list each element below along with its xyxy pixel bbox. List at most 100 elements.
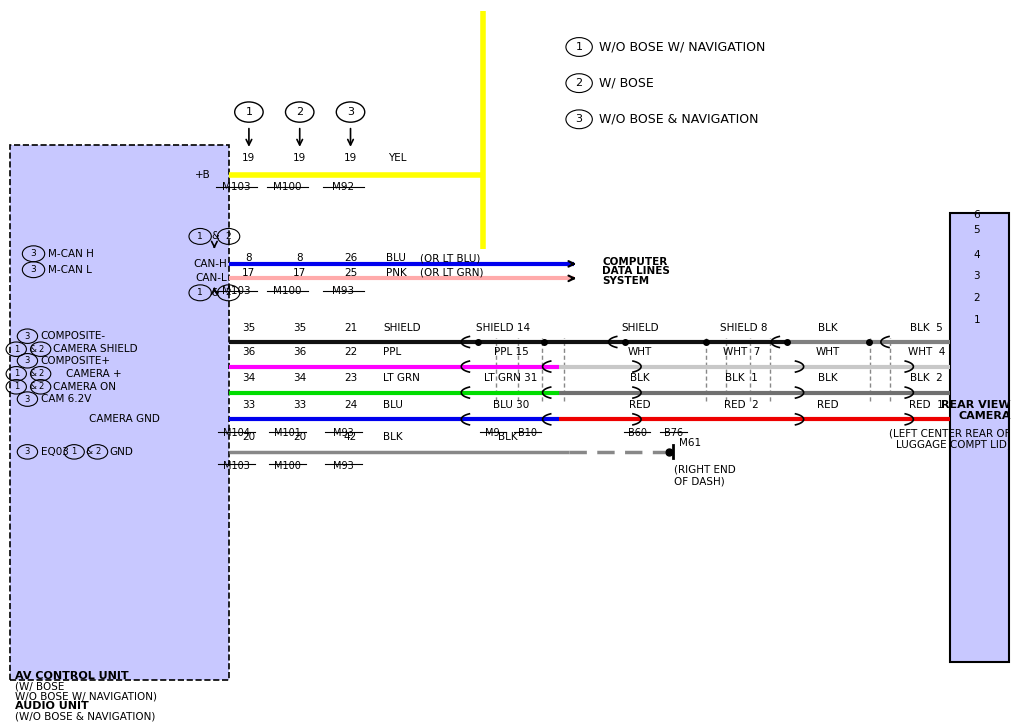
Text: 3: 3 [347, 107, 354, 117]
Text: M61: M61 [679, 438, 701, 448]
Text: CAMERA ON: CAMERA ON [53, 382, 116, 392]
Text: WHT  7: WHT 7 [723, 347, 760, 357]
Text: 6: 6 [973, 210, 980, 221]
Text: WHT  4: WHT 4 [908, 347, 945, 357]
Text: RED  1: RED 1 [909, 400, 944, 410]
Text: LT GRN: LT GRN [383, 373, 420, 383]
Text: COMPOSITE+: COMPOSITE+ [41, 356, 111, 366]
Text: 17: 17 [242, 268, 256, 278]
FancyBboxPatch shape [10, 145, 229, 680]
Text: &: & [27, 369, 38, 378]
Text: 33: 33 [242, 400, 256, 410]
Text: GND: GND [110, 447, 133, 457]
Text: PNK: PNK [386, 268, 406, 278]
Text: 25: 25 [343, 268, 358, 278]
Text: M-CAN L: M-CAN L [48, 265, 91, 275]
Text: 20: 20 [294, 432, 306, 442]
Text: 20: 20 [243, 432, 255, 442]
FancyBboxPatch shape [950, 213, 1009, 662]
Text: BLK  5: BLK 5 [910, 322, 943, 333]
Text: 3: 3 [24, 395, 30, 403]
Text: 1: 1 [13, 345, 19, 354]
Text: (RIGHT END: (RIGHT END [674, 465, 736, 475]
Text: 3: 3 [24, 448, 30, 456]
Text: 3: 3 [24, 332, 30, 341]
Text: BLK: BLK [498, 432, 518, 442]
Text: CAMERA: CAMERA [958, 411, 1011, 421]
Text: (W/ BOSE: (W/ BOSE [15, 681, 65, 691]
Text: BLK  1: BLK 1 [725, 373, 758, 383]
Text: M104: M104 [224, 428, 250, 438]
Text: REAR VIEW: REAR VIEW [941, 400, 1011, 410]
Text: SHIELD 8: SHIELD 8 [720, 322, 767, 333]
Text: 1: 1 [576, 42, 582, 52]
Text: M100: M100 [273, 286, 302, 296]
Text: CAM 6.2V: CAM 6.2V [41, 394, 91, 404]
Text: 1: 1 [973, 315, 980, 325]
Text: COMPUTER: COMPUTER [602, 257, 668, 267]
Text: CAMERA +: CAMERA + [53, 369, 122, 379]
Text: M92: M92 [332, 182, 355, 192]
Text: AUDIO UNIT: AUDIO UNIT [15, 701, 89, 711]
Text: LT GRN 31: LT GRN 31 [485, 373, 537, 383]
Text: B10: B10 [518, 428, 536, 438]
Text: &: & [85, 448, 92, 456]
Text: (OR LT BLU): (OR LT BLU) [420, 253, 480, 263]
Text: M100: M100 [273, 182, 302, 192]
Text: 2: 2 [94, 448, 101, 456]
Text: M93: M93 [333, 428, 354, 438]
Text: BLK: BLK [630, 373, 650, 383]
Text: 2: 2 [575, 78, 583, 88]
Text: 1: 1 [13, 382, 19, 391]
Text: 2: 2 [38, 369, 44, 378]
Text: 19: 19 [293, 153, 307, 163]
Text: (OR LT GRN): (OR LT GRN) [420, 268, 484, 278]
Text: 2: 2 [226, 232, 232, 241]
Text: CAN-L: CAN-L [196, 273, 228, 283]
Text: M-CAN H: M-CAN H [48, 249, 93, 259]
Text: M101: M101 [274, 428, 301, 438]
Text: 1: 1 [71, 448, 77, 456]
Text: 17: 17 [293, 268, 307, 278]
Text: W/O BOSE W/ NAVIGATION): W/O BOSE W/ NAVIGATION) [15, 691, 157, 701]
Text: 4: 4 [973, 250, 980, 260]
Text: YEL: YEL [388, 153, 406, 163]
Text: 19: 19 [343, 153, 358, 163]
Text: 3: 3 [576, 114, 582, 124]
Text: 36: 36 [293, 347, 307, 357]
Text: 24: 24 [343, 400, 358, 410]
Text: 42: 42 [343, 432, 358, 442]
Text: 1: 1 [13, 369, 19, 378]
Text: CAMERA SHIELD: CAMERA SHIELD [53, 344, 137, 354]
Text: OF DASH): OF DASH) [674, 476, 724, 487]
Text: M103: M103 [223, 286, 251, 296]
Text: M100: M100 [274, 461, 301, 471]
Text: +B: +B [194, 170, 210, 180]
Text: 2: 2 [296, 107, 304, 117]
Text: 19: 19 [242, 153, 256, 163]
Text: SYSTEM: SYSTEM [602, 275, 649, 286]
Text: 3: 3 [30, 265, 37, 274]
Text: B60: B60 [628, 428, 646, 438]
Text: &: & [27, 382, 38, 391]
Text: W/O BOSE W/ NAVIGATION: W/O BOSE W/ NAVIGATION [599, 40, 766, 54]
Text: BLK: BLK [818, 373, 838, 383]
Text: 2: 2 [973, 293, 980, 303]
Text: (LEFT CENTER REAR OF: (LEFT CENTER REAR OF [889, 429, 1011, 439]
Text: 1: 1 [197, 232, 203, 241]
Text: DATA LINES: DATA LINES [602, 266, 671, 276]
Text: M103: M103 [223, 182, 251, 192]
Text: 2: 2 [38, 345, 44, 354]
Text: SHIELD: SHIELD [383, 322, 421, 333]
Text: M9: M9 [486, 428, 500, 438]
Text: COMPOSITE-: COMPOSITE- [41, 331, 106, 341]
Text: EQ03: EQ03 [41, 447, 68, 457]
Text: 2: 2 [226, 288, 232, 297]
Text: 3: 3 [30, 249, 37, 258]
Text: 34: 34 [242, 373, 256, 383]
Text: 34: 34 [293, 373, 307, 383]
Text: W/O BOSE & NAVIGATION: W/O BOSE & NAVIGATION [599, 113, 759, 126]
Text: CAN-H: CAN-H [194, 259, 228, 269]
Text: 1: 1 [246, 107, 252, 117]
Text: B76: B76 [664, 428, 683, 438]
